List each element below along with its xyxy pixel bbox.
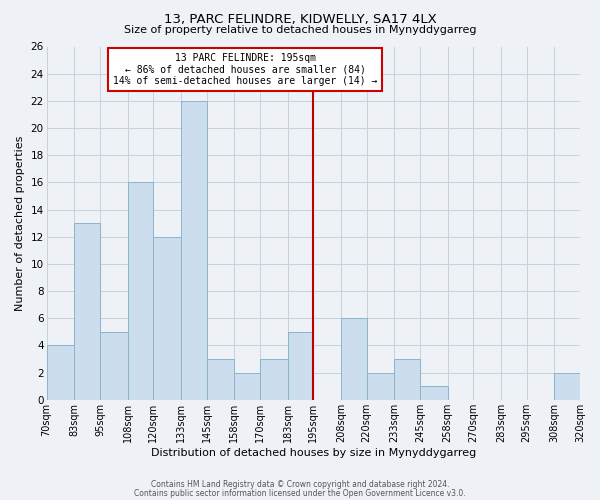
Bar: [420, 386, 448, 400]
Bar: [47, 346, 74, 400]
Bar: [260, 359, 287, 400]
Bar: [74, 223, 100, 400]
Text: 13 PARC FELINDRE: 195sqm
← 86% of detached houses are smaller (84)
14% of semi-d: 13 PARC FELINDRE: 195sqm ← 86% of detach…: [113, 54, 377, 86]
Bar: [235, 372, 260, 400]
Bar: [341, 318, 367, 400]
Bar: [128, 182, 153, 400]
Bar: [554, 372, 580, 400]
Bar: [367, 372, 394, 400]
Text: Contains public sector information licensed under the Open Government Licence v3: Contains public sector information licen…: [134, 488, 466, 498]
Text: Size of property relative to detached houses in Mynyddygarreg: Size of property relative to detached ho…: [124, 25, 476, 35]
Bar: [287, 332, 313, 400]
Bar: [394, 359, 420, 400]
Text: 13, PARC FELINDRE, KIDWELLY, SA17 4LX: 13, PARC FELINDRE, KIDWELLY, SA17 4LX: [164, 12, 436, 26]
Bar: [206, 359, 235, 400]
Bar: [181, 101, 206, 400]
Text: Contains HM Land Registry data © Crown copyright and database right 2024.: Contains HM Land Registry data © Crown c…: [151, 480, 449, 489]
Bar: [100, 332, 128, 400]
Y-axis label: Number of detached properties: Number of detached properties: [15, 136, 25, 311]
Bar: [153, 236, 181, 400]
X-axis label: Distribution of detached houses by size in Mynyddygarreg: Distribution of detached houses by size …: [151, 448, 476, 458]
